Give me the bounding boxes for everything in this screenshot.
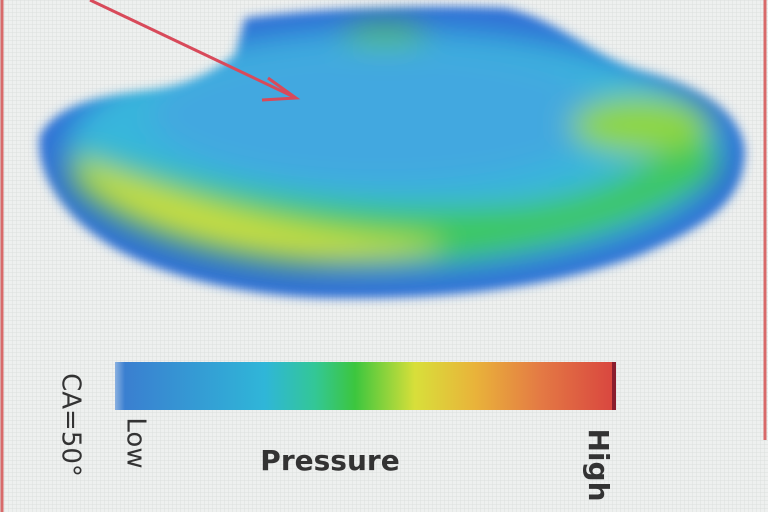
pressure-field — [39, 6, 745, 299]
min-label: Low — [121, 417, 151, 468]
max-label: High — [582, 428, 615, 501]
colorbar — [115, 362, 615, 410]
colorbar-title: Pressure — [260, 444, 399, 477]
annotation: CA=50° — [56, 373, 86, 477]
arrow — [89, 0, 301, 102]
colorbar-end — [612, 362, 616, 410]
